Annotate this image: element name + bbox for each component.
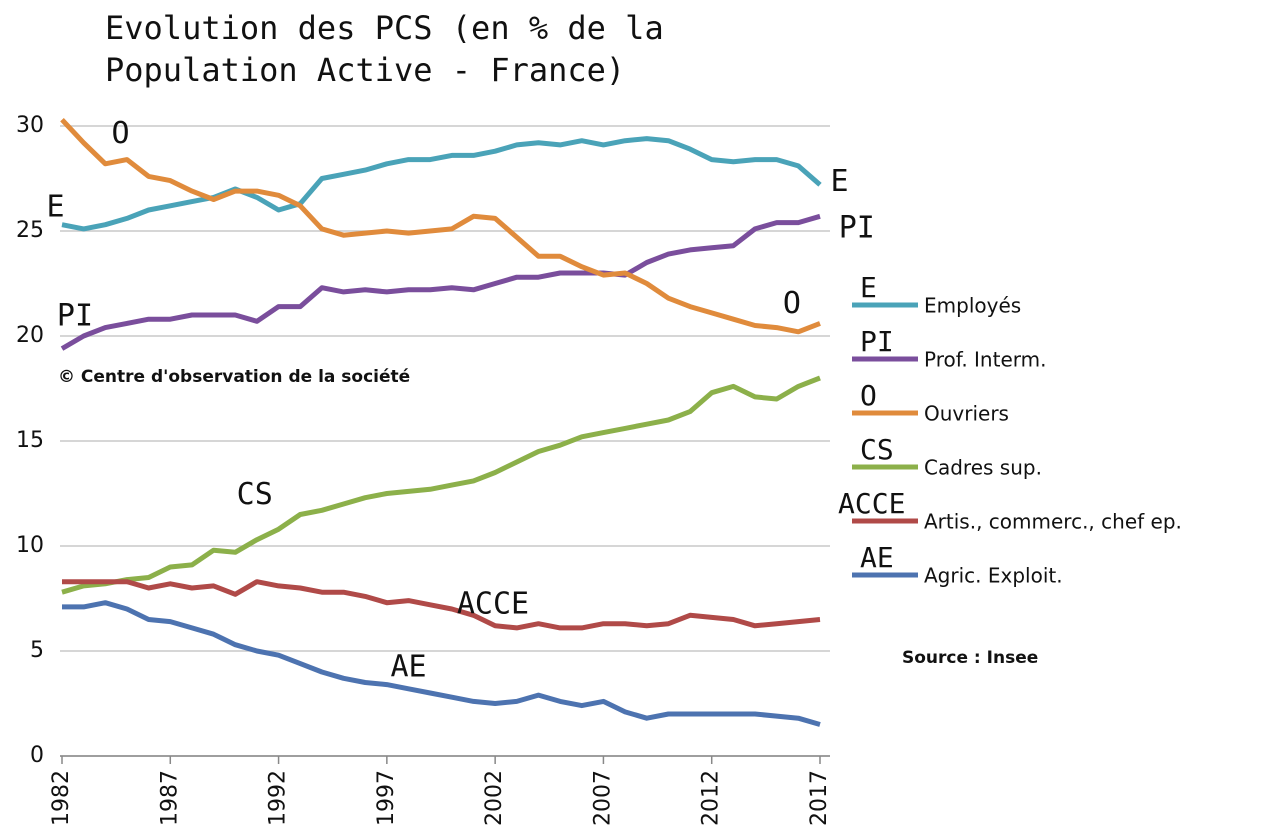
y-tick-label: 25 bbox=[16, 218, 44, 243]
x-tick-label: 1992 bbox=[266, 770, 291, 826]
y-tick-label: 30 bbox=[16, 113, 44, 138]
x-tick-label: 1997 bbox=[374, 770, 399, 826]
x-tick-label: 2017 bbox=[807, 770, 832, 826]
legend-abbr: O bbox=[860, 379, 877, 412]
x-tick-label: 2002 bbox=[482, 770, 507, 826]
legend-label: Ouvriers bbox=[924, 402, 1009, 426]
annotation: E bbox=[830, 164, 848, 199]
copyright: © Centre d'observation de la société bbox=[58, 367, 410, 387]
legend-abbr: CS bbox=[860, 433, 894, 466]
chart-title: Evolution des PCS (en % de la bbox=[105, 9, 664, 47]
legend-abbr: PI bbox=[860, 325, 894, 358]
series-line bbox=[62, 600, 821, 727]
annotation: ACCE bbox=[457, 586, 529, 621]
annotation: O bbox=[783, 286, 801, 321]
annotation: O bbox=[111, 116, 129, 151]
series-line bbox=[62, 579, 821, 631]
legend-label: Cadres sup. bbox=[924, 456, 1042, 480]
chart-title: Population Active - France) bbox=[105, 51, 625, 89]
x-tick-label: 1982 bbox=[49, 770, 74, 826]
annotation: PI bbox=[839, 210, 875, 245]
y-tick-label: 15 bbox=[16, 428, 44, 453]
x-tick-label: 2012 bbox=[699, 770, 724, 826]
y-tick-label: 20 bbox=[16, 323, 44, 348]
legend-label: Artis., commerc., chef ep. bbox=[924, 510, 1182, 534]
legend-abbr: AE bbox=[860, 541, 894, 574]
legend-label: Employés bbox=[924, 294, 1021, 318]
source: Source : Insee bbox=[902, 648, 1038, 668]
series-line bbox=[61, 375, 821, 595]
annotation: AE bbox=[390, 649, 426, 684]
y-tick-label: 5 bbox=[30, 638, 44, 663]
legend-label: Agric. Exploit. bbox=[924, 564, 1063, 588]
x-tick-label: 1987 bbox=[157, 770, 182, 826]
x-tick-label: 2007 bbox=[590, 770, 615, 826]
series-line bbox=[60, 117, 821, 335]
y-tick-label: 0 bbox=[30, 743, 44, 768]
annotation: PI bbox=[57, 299, 93, 334]
legend-abbr: ACCE bbox=[838, 487, 905, 520]
series-line bbox=[61, 136, 822, 232]
y-tick-label: 10 bbox=[16, 533, 44, 558]
annotation: E bbox=[46, 189, 64, 224]
legend-label: Prof. Interm. bbox=[924, 348, 1046, 372]
annotation: CS bbox=[237, 477, 273, 512]
legend-abbr: E bbox=[860, 271, 877, 304]
series-line bbox=[60, 213, 821, 351]
